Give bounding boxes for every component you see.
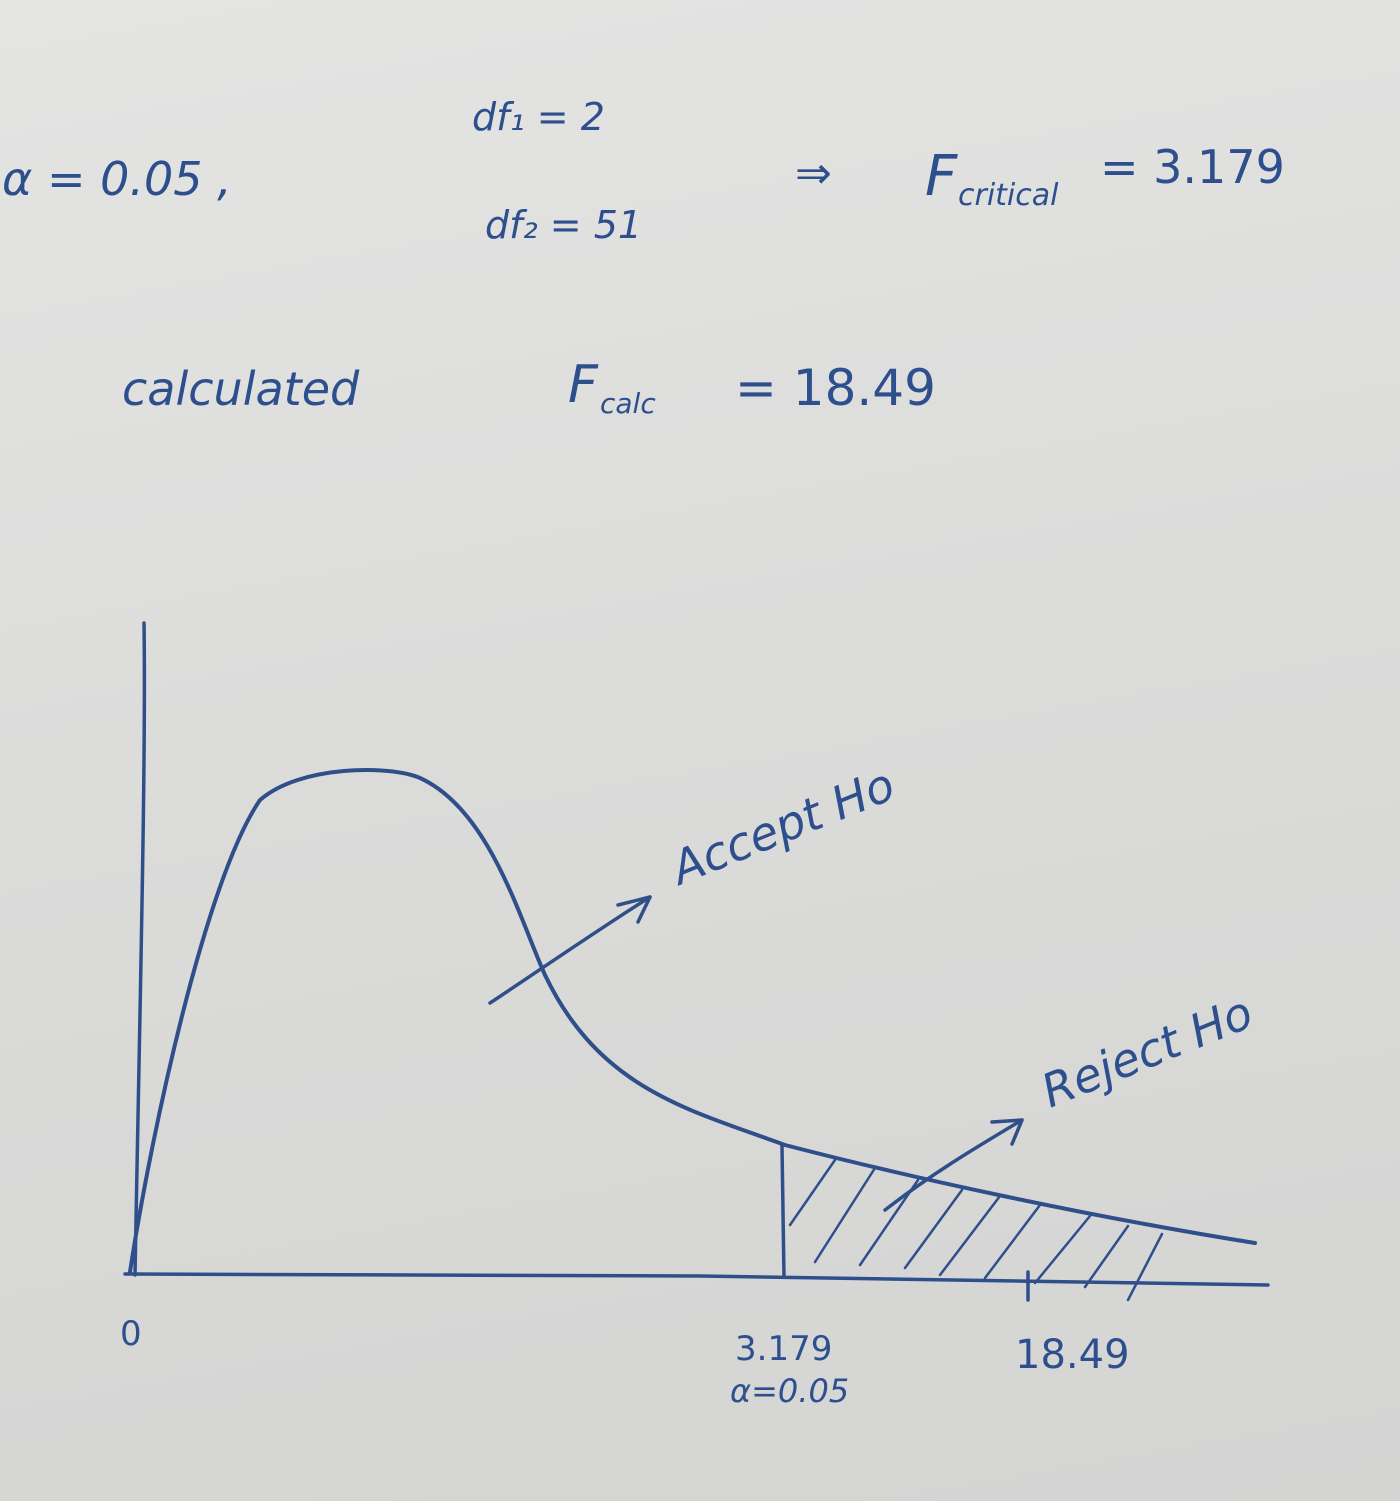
critical-alpha-label: α=0.05 <box>730 1372 849 1410</box>
hatch-line <box>1126 1232 1164 1302</box>
hatch-line <box>903 1188 964 1270</box>
f-critical-subscript: critical <box>958 178 1059 213</box>
calc-value-label: 18.49 <box>1015 1332 1130 1378</box>
reject-arrow <box>883 1118 1024 1212</box>
hatch-line <box>788 1158 837 1227</box>
critical-value-line <box>780 1144 786 1279</box>
f-critical-value: = 3.179 <box>1100 140 1285 194</box>
hatch-line <box>1033 1214 1092 1285</box>
origin-label: 0 <box>120 1314 142 1354</box>
calculated-label: calculated <box>122 362 360 416</box>
f-calc-symbol: F <box>568 355 599 415</box>
accept-arrow <box>488 895 652 1005</box>
hatch-line <box>1083 1224 1130 1289</box>
y-axis <box>133 621 147 1277</box>
f-density-curve <box>128 768 1257 1274</box>
hatch-line <box>983 1203 1042 1280</box>
hatch-line <box>938 1194 1002 1277</box>
f-critical-symbol: F <box>925 144 958 209</box>
alpha-value: α = 0.05 , <box>2 152 232 206</box>
x-axis <box>123 1272 1270 1287</box>
df1-value: df₁ = 2 <box>472 95 605 139</box>
f-calc-value: = 18.49 <box>735 359 936 417</box>
accept-arrow-head <box>616 895 652 924</box>
critical-value-label: 3.179 <box>735 1329 832 1369</box>
accept-ho-label: Accept Ho <box>661 757 902 896</box>
implies-arrow: ⇒ <box>795 148 832 199</box>
reject-ho-label: Reject Ho <box>1034 985 1260 1118</box>
hatch-line <box>813 1166 877 1264</box>
reject-arrow-head <box>990 1118 1024 1146</box>
rejection-region-hatching <box>788 1158 1164 1302</box>
df2-value: df₂ = 51 <box>485 203 642 247</box>
f-calc-subscript: calc <box>600 387 656 420</box>
